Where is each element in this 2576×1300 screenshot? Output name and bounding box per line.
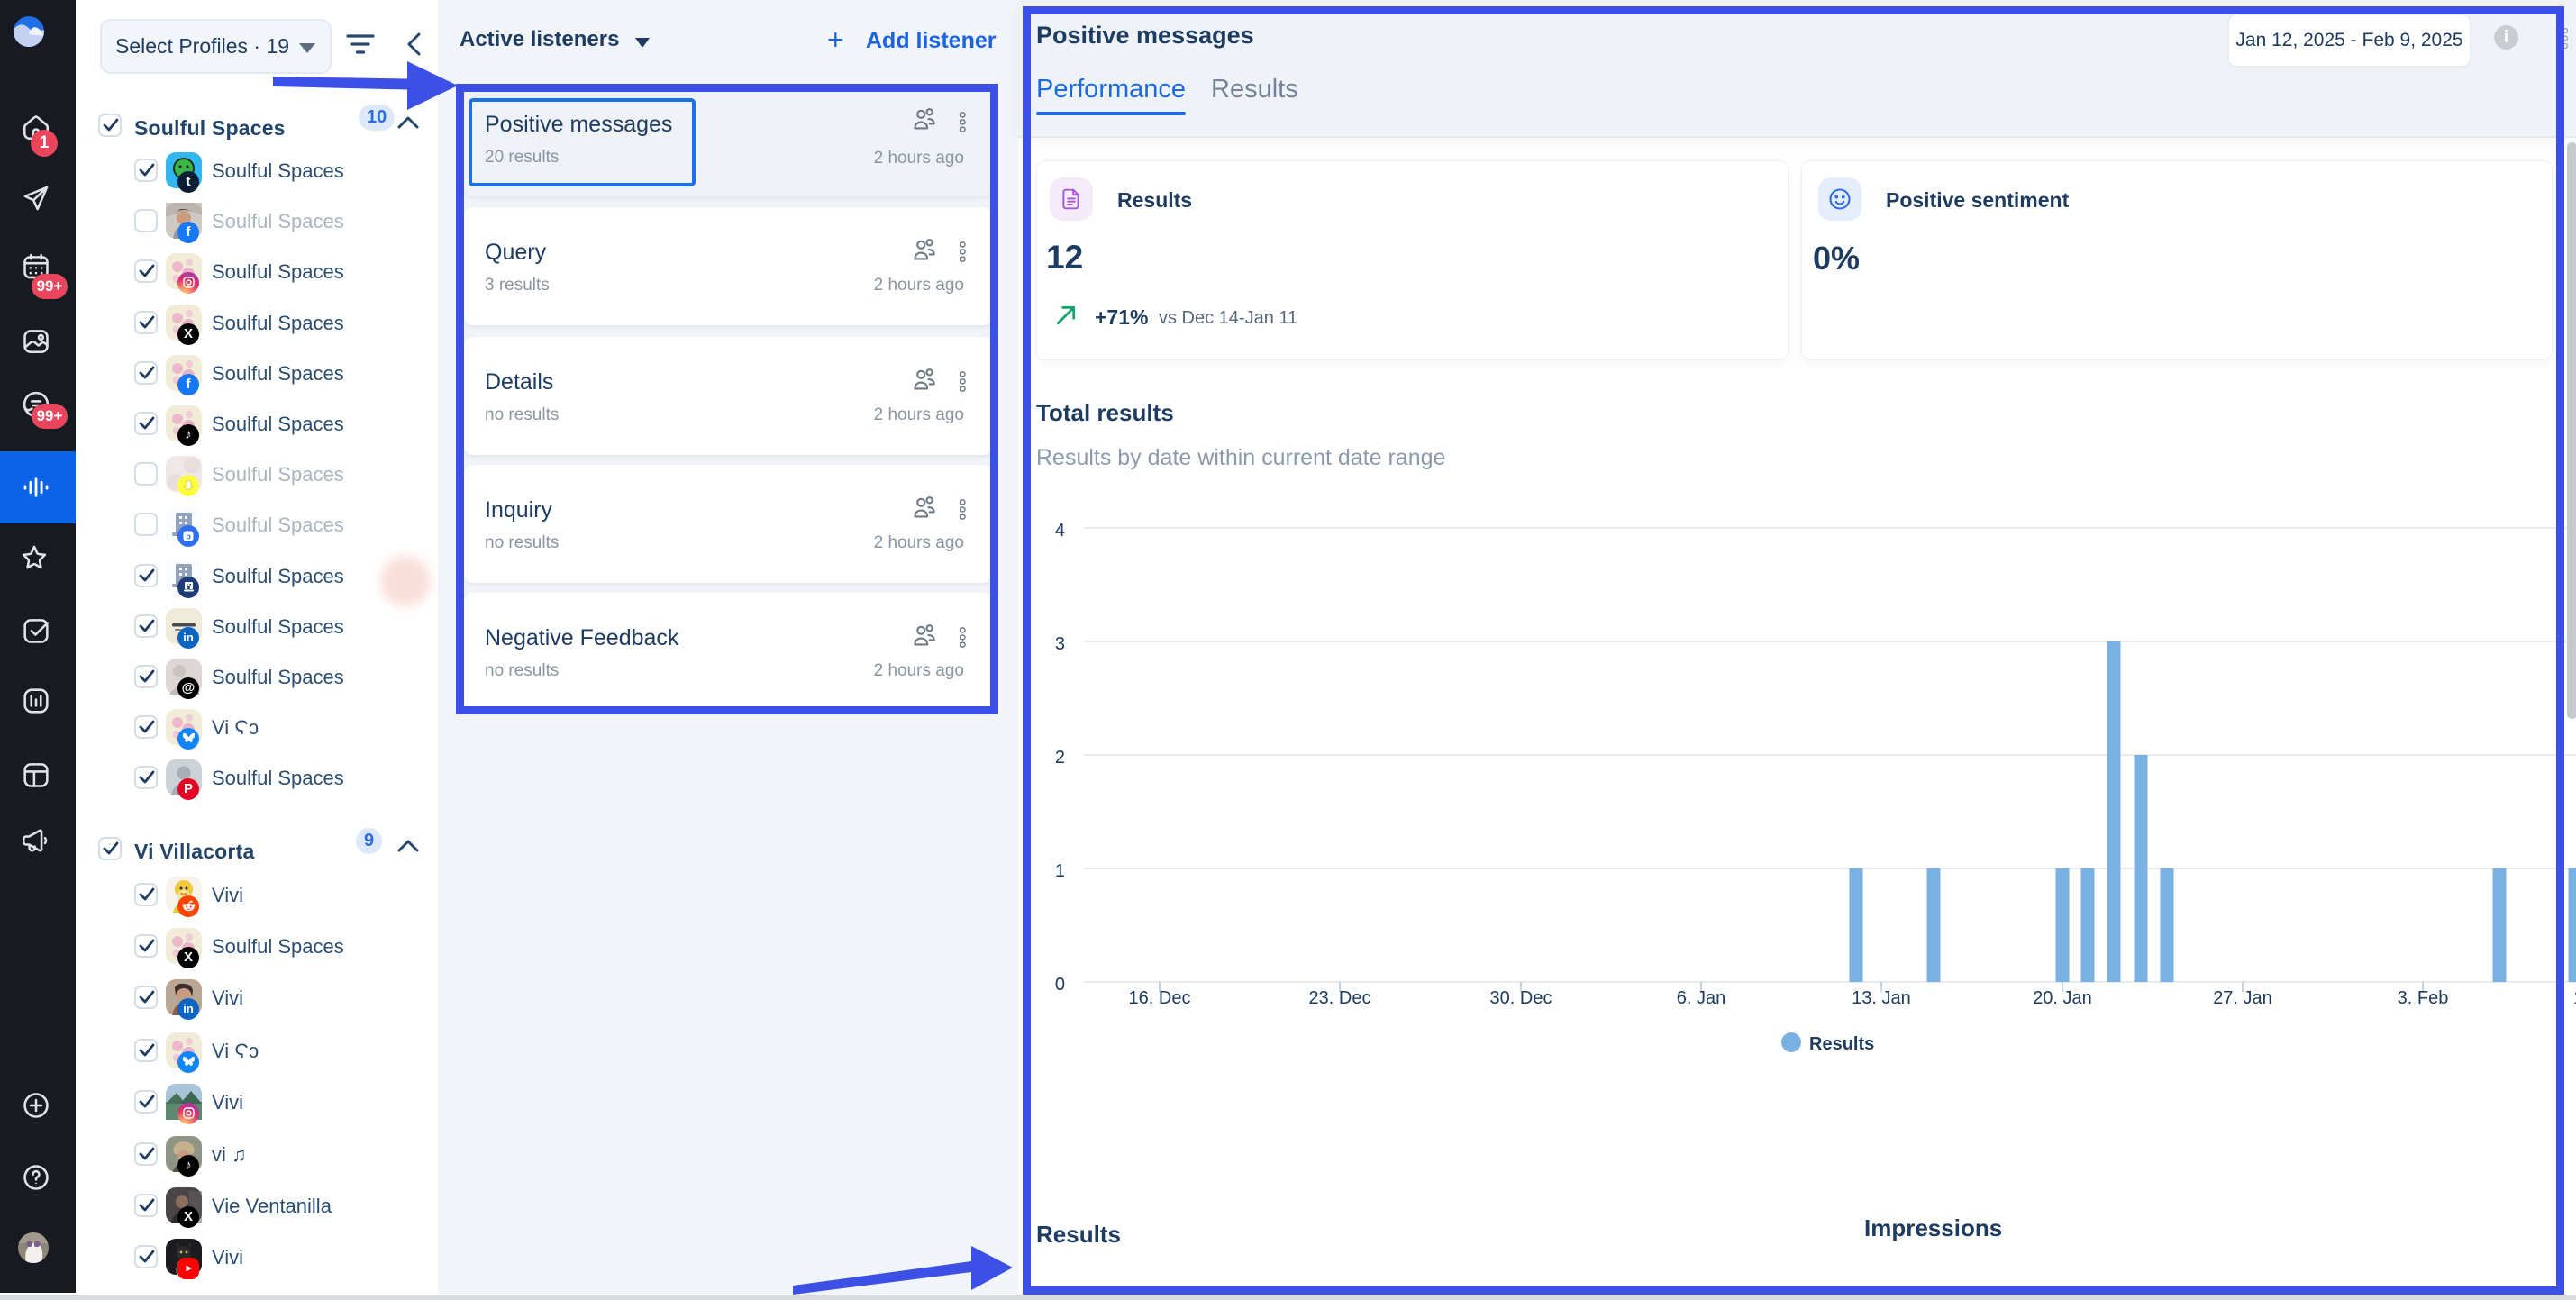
svg-text:3: 3 bbox=[1055, 634, 1065, 654]
svg-text:4: 4 bbox=[1055, 521, 1065, 541]
svg-text:b: b bbox=[186, 532, 191, 541]
svg-text:10. Feb: 10. Feb bbox=[2573, 988, 2576, 1008]
svg-text:Results: Results bbox=[1809, 1034, 1874, 1054]
svg-text:20. Jan: 20. Jan bbox=[2033, 988, 2092, 1008]
svg-text:16. Dec: 16. Dec bbox=[1129, 988, 1191, 1008]
svg-text:0: 0 bbox=[1055, 975, 1065, 995]
svg-text:1: 1 bbox=[1055, 861, 1065, 881]
svg-text:30. Dec: 30. Dec bbox=[1490, 988, 1552, 1008]
svg-text:3. Feb: 3. Feb bbox=[2398, 988, 2449, 1008]
svg-text:6. Jan: 6. Jan bbox=[1677, 988, 1725, 1008]
svg-text:23. Dec: 23. Dec bbox=[1309, 988, 1371, 1008]
svg-text:27. Jan: 27. Jan bbox=[2213, 988, 2272, 1008]
svg-text:13. Jan: 13. Jan bbox=[1852, 988, 1911, 1008]
svg-text:2: 2 bbox=[1055, 748, 1065, 768]
